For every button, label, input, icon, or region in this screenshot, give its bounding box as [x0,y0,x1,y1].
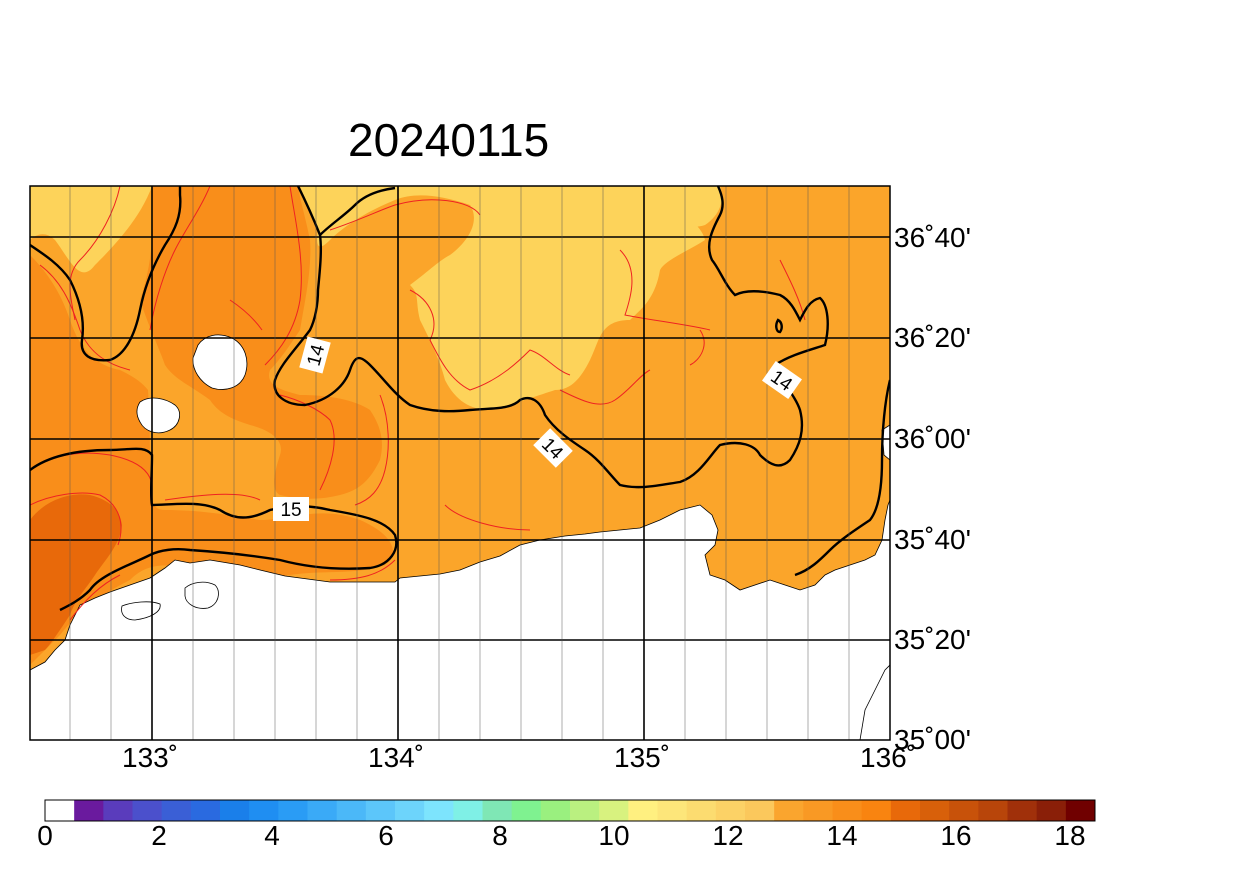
lon-tick-134: 134˚ [368,742,425,773]
lat-tick-3620: 36˚20' [894,322,971,353]
contour-label-bg [533,428,573,468]
contour-label-bg [273,497,309,521]
colorbar-cell [803,800,833,821]
colorbar-cell [424,800,454,821]
colorbar-cell [132,800,163,821]
colorbar-cell [190,800,221,821]
colorbar-cell [657,800,688,821]
colorbar-cell [1065,800,1096,821]
map-title: 20240115 [348,114,550,166]
colorbar-cell [890,800,921,821]
colorbar-cell [161,800,192,821]
plot-frame [29,185,891,741]
colorbar-cell [278,800,308,821]
colorbar-cell [74,800,104,821]
land-se-corner [859,664,890,740]
lon-tick-136: 136˚ [860,742,917,773]
colorbar-label-2: 2 [151,820,167,851]
colorbar-frame [44,799,1096,822]
island-south-2 [121,601,161,621]
lat-tick-3540: 35˚40' [894,524,971,555]
colorbar-cell [832,800,863,821]
island-south-1 [184,581,219,609]
colorbar-cell [511,800,542,821]
colorbar-label-4: 4 [264,820,280,851]
colorbar-cell [686,800,717,821]
lat-tick-3640: 36˚40' [894,222,971,253]
colorbar-cell [45,800,75,821]
colorbar-label-6: 6 [378,820,394,851]
colorbar-label-12: 12 [712,820,744,851]
shading-13-ne [640,186,722,227]
colorbar-cell [599,800,629,821]
colorbar-label-0: 0 [37,820,53,851]
colorbar-label-16: 16 [940,820,972,851]
lat-tick-3500: 35˚00' [894,724,971,755]
colorbar-cell [1007,800,1038,821]
colorbar-cell [774,800,804,821]
lat-tick-3600: 36˚00' [894,423,971,454]
colorbar-cell [628,800,658,821]
colorbar-cell [103,800,133,821]
colorbar-cell [220,800,250,821]
island-dogo [192,334,248,390]
colorbar-cell [1036,800,1067,821]
colorbar-cell [949,800,979,821]
island-dozen [136,397,180,434]
shading-16-sw [30,494,122,655]
colorbar-cell [570,800,600,821]
colorbar [45,800,1096,821]
colorbar-label-8: 8 [492,820,508,851]
colorbar-label-14: 14 [826,820,858,851]
land-honshu [30,499,890,740]
colorbar-cell [745,800,775,821]
shading-13-central [395,186,705,410]
colorbar-cell [861,800,892,821]
colorbar-cell [978,800,1008,821]
colorbar-label-10: 10 [598,820,630,851]
colorbar-cell [920,800,950,821]
lon-tick-133: 133˚ [122,742,179,773]
contour-label-15: 15 [280,500,301,521]
graticule [30,186,890,740]
shading-15-northwest [140,186,382,499]
colorbar-cell [336,800,367,821]
contour-label-bg [762,360,802,400]
fine-grid [69,186,850,740]
colorbar-cell [249,800,279,821]
colorbar-cell [395,800,425,821]
lat-tick-3520: 35˚20' [894,624,971,655]
contour-labels: 14 14 14 15 [273,336,802,521]
shading-13-nw [30,186,152,273]
colorbar-cell [307,800,338,821]
lon-tick-135: 135˚ [614,742,671,773]
colorbar-cell [715,800,746,821]
contour-label-bg [299,336,331,374]
colorbar-cell [365,800,396,821]
sst-shading: 14 14 14 15 [30,186,890,740]
colorbar-cell [453,800,483,821]
colorbar-cell [540,800,571,821]
colorbar-cell [482,800,513,821]
shading-15-west [30,255,393,665]
colorbar-label-18: 18 [1054,820,1086,851]
